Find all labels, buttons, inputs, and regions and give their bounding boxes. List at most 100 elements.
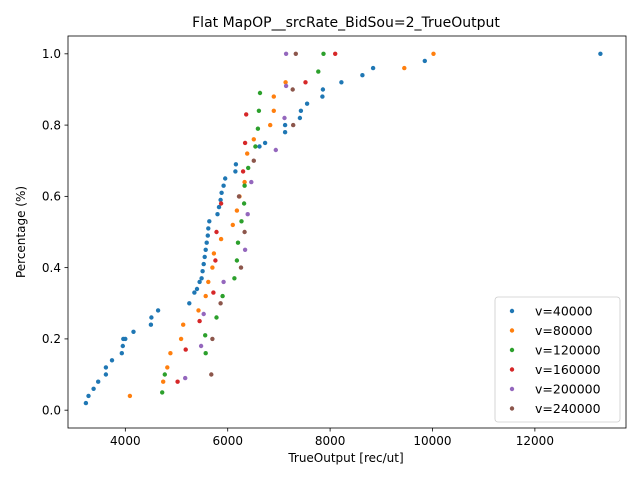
legend-label: v=120000 — [535, 343, 601, 358]
data-point — [149, 315, 154, 320]
data-point — [218, 197, 223, 203]
data-point — [201, 311, 206, 317]
data-point — [242, 229, 247, 235]
data-point — [196, 308, 201, 313]
data-point — [220, 293, 225, 299]
series-v=80000 — [127, 51, 436, 399]
data-point — [273, 147, 278, 153]
data-point — [223, 176, 228, 181]
data-point — [103, 372, 109, 377]
data-point — [235, 240, 241, 245]
plot-marks — [83, 51, 603, 406]
legend-label: v=40000 — [535, 304, 593, 319]
data-point — [233, 169, 238, 174]
data-point — [234, 258, 240, 263]
data-point — [160, 390, 165, 395]
data-point — [244, 112, 249, 117]
data-point — [206, 226, 211, 231]
x-axis: 4000 6000 8000 10000 12000 — [110, 428, 554, 448]
y-tick-label: 0.6 — [42, 190, 61, 204]
data-point — [199, 276, 204, 281]
data-point — [431, 51, 436, 56]
data-point — [218, 236, 224, 242]
data-point — [210, 336, 215, 342]
chart-title: Flat MapOP__srcRate_BidSou=2_TrueOutput — [192, 15, 500, 31]
data-point — [304, 101, 310, 106]
data-point — [293, 51, 298, 56]
series-v=240000 — [209, 51, 298, 377]
data-point — [165, 365, 170, 370]
legend-label: v=160000 — [535, 362, 601, 377]
series-v=160000 — [175, 51, 338, 384]
data-point — [291, 122, 296, 128]
legend: v=40000 v=80000 v=120000 v=160000 v=200000 v=… — [494, 296, 621, 423]
data-point — [253, 144, 258, 149]
data-point — [246, 165, 251, 171]
data-point — [202, 254, 207, 260]
data-point — [271, 108, 276, 114]
data-point — [262, 140, 268, 146]
y-tick-label: 1.0 — [42, 47, 61, 61]
data-point — [297, 115, 303, 121]
data-point — [200, 269, 205, 274]
data-point — [320, 87, 326, 92]
data-point — [245, 151, 250, 156]
data-point — [213, 258, 218, 263]
data-point — [91, 386, 96, 391]
data-point — [194, 286, 200, 292]
data-point — [282, 115, 287, 121]
plot-frame — [67, 35, 627, 429]
y-axis: 0.0 0.2 0.4 0.6 0.8 1.0 — [42, 47, 68, 417]
data-point — [183, 347, 188, 352]
data-point — [148, 322, 154, 327]
data-point — [218, 201, 224, 206]
data-point — [83, 400, 89, 406]
x-tick-label: 4000 — [110, 434, 141, 448]
x-tick-label: 6000 — [212, 434, 243, 448]
y-tick-label: 0.8 — [42, 118, 61, 132]
data-point — [290, 87, 295, 92]
data-point — [241, 201, 247, 206]
data-point — [221, 183, 226, 188]
data-point — [242, 140, 248, 146]
data-point — [197, 279, 202, 285]
data-point — [201, 261, 206, 267]
data-point — [205, 233, 210, 238]
legend-label: v=80000 — [535, 323, 593, 338]
legend-label: v=240000 — [535, 401, 601, 416]
data-point — [221, 279, 226, 285]
data-point — [214, 229, 219, 235]
data-point — [242, 247, 248, 252]
data-point — [218, 301, 223, 306]
legend-marker — [509, 347, 515, 353]
data-point — [422, 58, 427, 64]
data-point — [370, 65, 376, 71]
data-point — [257, 90, 263, 96]
data-point — [245, 212, 250, 217]
data-point — [210, 265, 215, 270]
data-point — [161, 379, 166, 384]
data-point — [339, 80, 344, 85]
data-point — [162, 372, 167, 377]
data-point — [211, 251, 217, 256]
data-point — [232, 276, 237, 281]
data-point — [251, 158, 256, 163]
x-tick-label: 12000 — [516, 434, 554, 448]
data-point — [236, 194, 242, 199]
data-point — [187, 301, 192, 306]
data-point — [204, 240, 209, 245]
series-v=200000 — [183, 51, 289, 381]
data-point — [249, 179, 254, 185]
data-point — [197, 318, 202, 324]
data-point — [207, 219, 212, 224]
y-axis-label: Percentage (%) — [14, 186, 28, 278]
data-point — [283, 83, 289, 89]
data-point — [282, 122, 288, 128]
series-v=120000 — [160, 51, 326, 395]
data-point — [257, 144, 262, 149]
legend-label: v=200000 — [535, 382, 601, 397]
data-point — [283, 80, 288, 85]
series-v=40000 — [83, 51, 603, 406]
data-point — [256, 108, 262, 114]
